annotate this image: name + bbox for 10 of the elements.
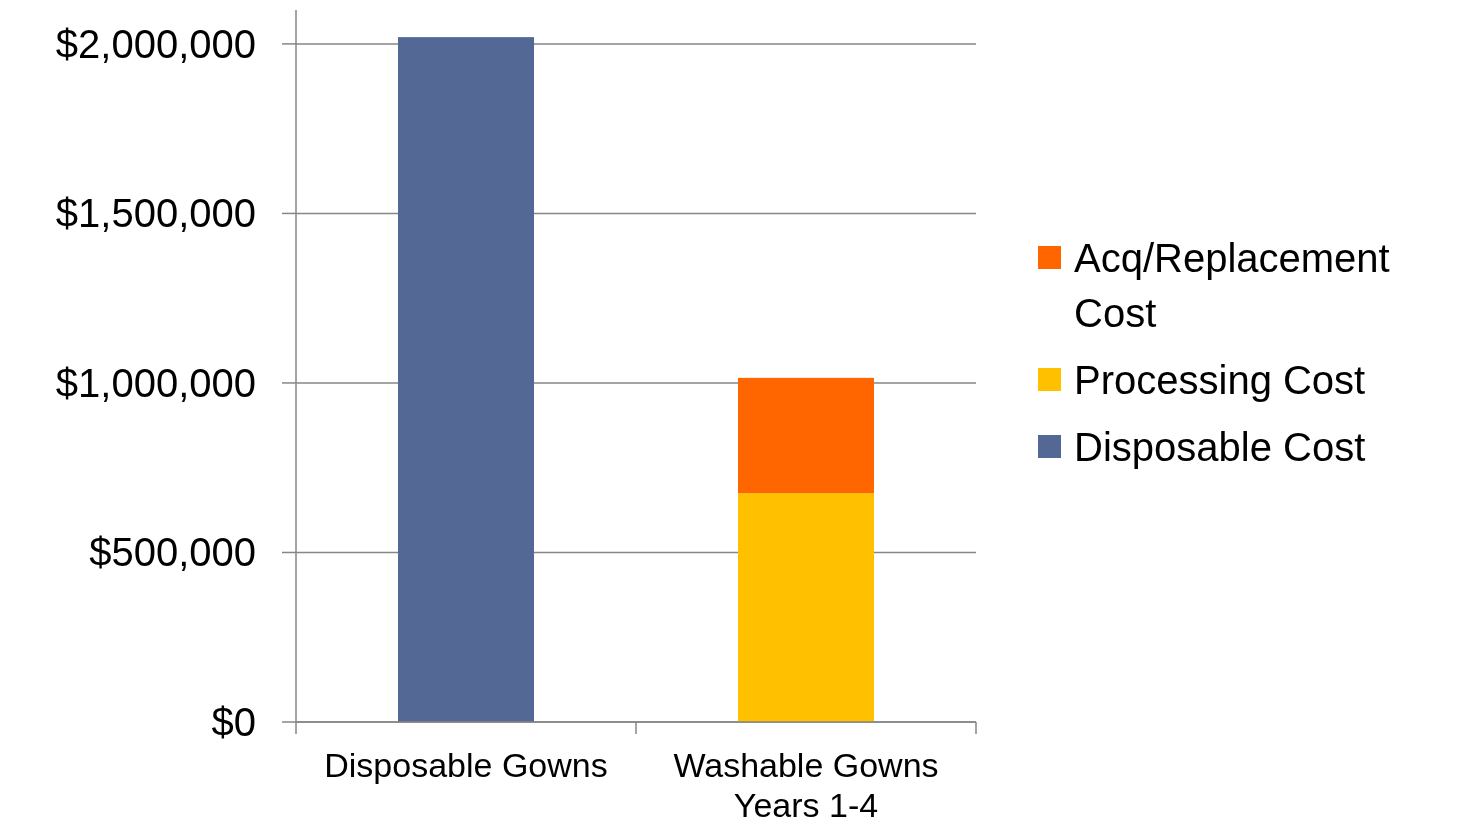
- legend-label: Acq/Replacement Cost: [1074, 236, 1390, 335]
- y-tick-label: $1,000,000: [55, 360, 256, 405]
- x-tick-label: Disposable Gowns: [324, 746, 608, 784]
- y-tick-label: $2,000,000: [55, 21, 256, 66]
- legend-label: Processing Cost: [1074, 358, 1366, 402]
- legend-label: Disposable Cost: [1074, 425, 1366, 469]
- y-tick-label: $1,500,000: [55, 191, 256, 236]
- x-tick-label: Washable Gowns Years 1-4: [673, 746, 939, 824]
- y-tick-label: $0: [211, 700, 256, 744]
- y-tick-label: $500,000: [89, 530, 256, 575]
